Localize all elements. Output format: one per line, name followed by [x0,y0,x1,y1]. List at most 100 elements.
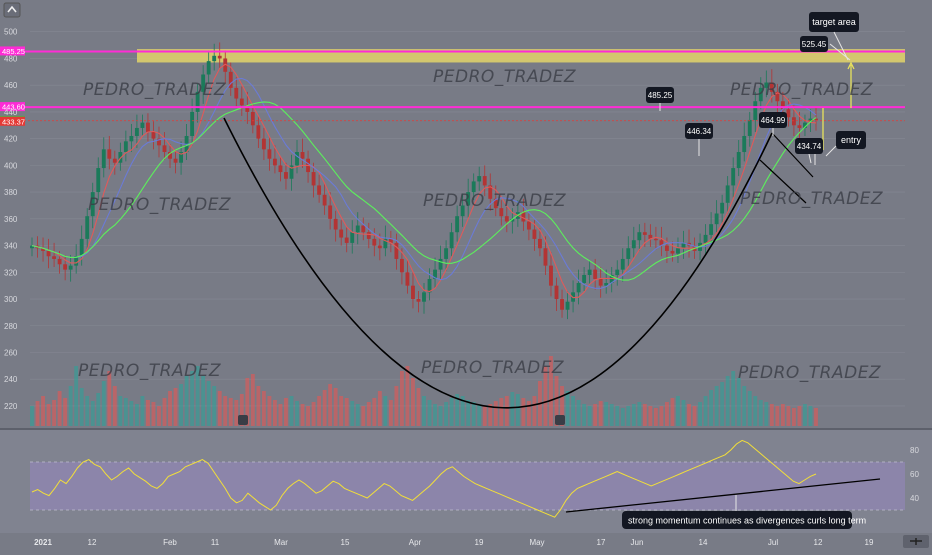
volume-bar [769,404,774,426]
volume-bar [90,401,95,426]
candle-body [648,234,653,239]
ma-fast-line [31,63,817,299]
volume-bar [399,371,404,426]
target-area-box [809,12,859,32]
volume-bar [471,402,476,426]
candle-body [438,258,443,270]
volume-bar [372,398,377,426]
time-tick-label: 2021 [34,538,52,547]
volume-bar [46,404,51,426]
candle-body [52,256,57,259]
volume-bar [52,400,57,426]
volume-bar [383,396,388,426]
resistance-zone-layer [137,49,905,63]
level-tag [0,46,25,56]
volume-bar [361,406,366,426]
resistance-zone [137,49,905,63]
moving-averages [31,63,817,299]
candle-body [74,256,79,266]
time-tick-label: 17 [597,538,606,547]
volume-bar [714,386,719,426]
time-tick-label: 11 [211,538,220,547]
candle-body [30,245,34,249]
watermark-text: PEDRO_TRADEZ [83,80,226,100]
volume-bar [698,402,702,426]
price-tick-label: 400 [4,161,18,170]
volume-bar [521,398,526,426]
volume-bar [742,386,747,426]
candle-body [554,285,559,300]
ma-mid-line [31,77,817,289]
candle-body [659,240,664,246]
candle-body [703,234,708,243]
candle-body [322,194,327,206]
level-tag-label: 485.25 [2,47,25,56]
volume-bar [339,396,344,426]
rsi-annotation-box [622,511,852,529]
volume-bar [289,396,294,426]
candle-body [582,274,587,283]
candle-body [123,141,128,153]
candle-body [615,269,620,275]
candle-body [85,216,90,239]
volume-bar [228,398,233,426]
callout-44634-label: 446.34 [687,127,712,136]
candle-body [731,168,736,186]
candle-body [217,55,222,59]
volume-bar [731,371,736,426]
volume-bar [433,404,437,426]
candle-body [549,265,553,286]
volume-bar [112,386,117,426]
volume-bar [571,396,576,426]
candle-body [676,248,680,254]
candle-body [526,221,531,230]
candle-body [361,225,366,233]
volume-bar [780,404,785,426]
candle-body [284,172,288,179]
price-axis-labels: 220 240 260 280 300 320 340 360 380 400 420 440 460 4… [4,28,18,411]
candle-body [532,229,537,239]
candle-body [328,205,333,219]
candle-body [670,250,675,254]
watermark-text: PEDRO_TRADEZ [738,363,881,383]
volume-bar [466,400,471,426]
candle-body [168,152,172,159]
watermark-text: PEDRO_TRADEZ [433,67,576,87]
volume-bar [736,378,741,426]
volume-bar [151,402,156,426]
volume-bar [549,356,553,426]
volume-bar [587,406,592,426]
candle-body [151,131,156,139]
volume-bar [620,408,625,426]
volume-bar [405,366,410,426]
rsi-line [31,439,817,518]
event-marker-icon[interactable] [555,415,565,425]
candle-body [709,224,714,235]
candle-body [250,111,255,126]
volume-bar [162,398,167,426]
candle-body [41,248,45,251]
callout-43474-box [795,138,823,154]
candle-body [195,91,200,112]
candle-body [681,242,686,249]
volume-bar [747,391,752,426]
candle-body [714,213,719,225]
event-marker-icon[interactable] [238,415,248,425]
price-pane-background [0,0,932,428]
candle-body [725,185,730,203]
candle-body [543,248,548,266]
level-tag-label: 433.37 [2,117,25,126]
watermark-text: PEDRO_TRADEZ [423,191,566,211]
volume-bar [30,406,34,426]
collapse-button[interactable] [3,2,21,18]
price-tick-label: 440 [4,108,18,117]
rsi-tick-label: 60 [910,470,919,479]
candle-body [455,216,460,233]
volume-bar [438,406,443,426]
candle-body [129,135,134,142]
volume-bar [758,400,763,426]
rsi-tick-label: 40 [910,494,919,503]
volume-bar [74,366,79,426]
chevron-up-icon [7,5,17,13]
price-tick-label: 240 [4,375,18,384]
